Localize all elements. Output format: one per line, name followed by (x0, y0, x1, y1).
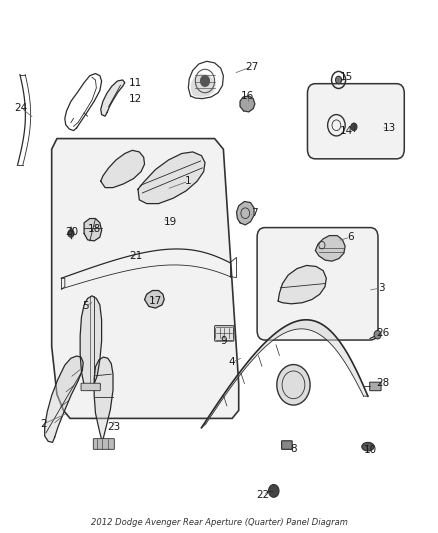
Text: 17: 17 (149, 296, 162, 306)
Text: 24: 24 (14, 103, 28, 112)
Polygon shape (101, 150, 145, 188)
Text: 9: 9 (220, 336, 227, 346)
Text: 18: 18 (88, 224, 101, 234)
FancyBboxPatch shape (257, 228, 378, 340)
Ellipse shape (362, 442, 374, 451)
Circle shape (268, 484, 279, 497)
Text: 3: 3 (378, 283, 385, 293)
Polygon shape (191, 74, 216, 97)
Polygon shape (315, 236, 345, 261)
Text: 26: 26 (377, 328, 390, 338)
Circle shape (374, 330, 381, 339)
FancyBboxPatch shape (81, 383, 100, 391)
Polygon shape (145, 290, 164, 308)
Circle shape (201, 76, 209, 86)
Polygon shape (80, 296, 102, 390)
Text: 10: 10 (364, 446, 377, 455)
Text: 12: 12 (129, 94, 142, 103)
Text: 6: 6 (347, 232, 354, 242)
Text: 11: 11 (129, 78, 142, 87)
Text: 4: 4 (229, 358, 236, 367)
Text: 21: 21 (129, 251, 142, 261)
FancyBboxPatch shape (307, 84, 404, 159)
Text: 7: 7 (251, 208, 258, 218)
Text: 2012 Dodge Avenger Rear Aperture (Quarter) Panel Diagram: 2012 Dodge Avenger Rear Aperture (Quarte… (91, 518, 347, 527)
Text: 15: 15 (339, 72, 353, 82)
Circle shape (351, 123, 357, 131)
FancyBboxPatch shape (215, 326, 234, 341)
Text: 5: 5 (82, 302, 89, 311)
Polygon shape (201, 320, 368, 428)
Text: 14: 14 (339, 126, 353, 135)
Polygon shape (138, 152, 205, 204)
FancyBboxPatch shape (370, 382, 381, 391)
Text: 22: 22 (256, 490, 269, 499)
Circle shape (277, 365, 310, 405)
Polygon shape (84, 219, 102, 241)
Text: 23: 23 (107, 423, 120, 432)
Polygon shape (45, 356, 83, 442)
Circle shape (68, 230, 74, 237)
Text: 28: 28 (377, 378, 390, 387)
Text: 2: 2 (40, 419, 47, 429)
Polygon shape (240, 96, 255, 112)
Text: 19: 19 (164, 217, 177, 227)
Circle shape (70, 227, 72, 230)
Text: 27: 27 (245, 62, 258, 71)
FancyBboxPatch shape (282, 441, 292, 449)
FancyBboxPatch shape (93, 439, 114, 449)
Text: 13: 13 (383, 123, 396, 133)
Text: 20: 20 (66, 227, 79, 237)
Polygon shape (101, 80, 125, 116)
Text: 8: 8 (290, 444, 297, 454)
Circle shape (336, 76, 342, 84)
Polygon shape (52, 139, 239, 418)
Text: 1: 1 (185, 176, 192, 186)
Polygon shape (94, 357, 113, 440)
Text: 16: 16 (241, 91, 254, 101)
Polygon shape (237, 201, 254, 225)
Polygon shape (278, 265, 326, 304)
